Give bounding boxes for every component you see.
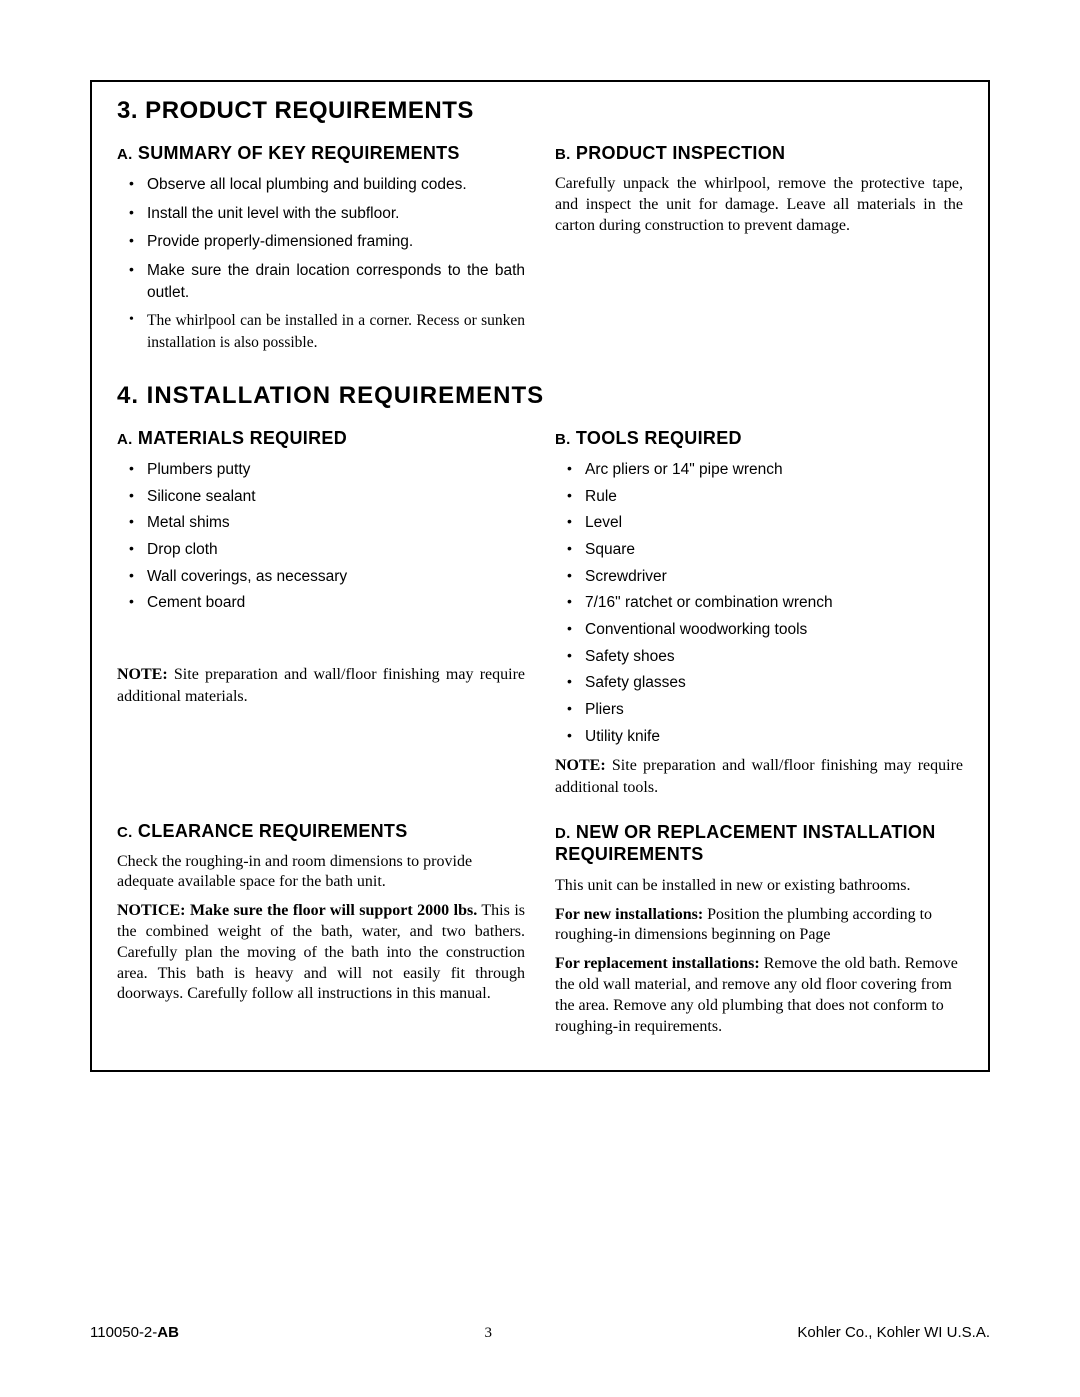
section-3a-prefix: A. xyxy=(117,146,133,163)
list-item: Safety glasses xyxy=(585,672,963,694)
note-label: NOTE: xyxy=(555,757,606,774)
section-4b-title: TOOLS REQUIRED xyxy=(576,428,742,448)
section-4-title: 4. INSTALLATION REQUIREMENTS xyxy=(117,382,963,410)
section-4c-title: CLEARANCE REQUIREMENTS xyxy=(138,821,408,841)
section-4b: B. TOOLS REQUIRED Arc pliers or 14" pipe… xyxy=(555,428,963,799)
section-4d-text1: This unit can be installed in new or exi… xyxy=(555,876,963,897)
doc-suffix: AB xyxy=(157,1324,179,1341)
doc-number: 110050-2-AB xyxy=(90,1324,179,1341)
company-name: Kohler Co., Kohler WI U.S.A. xyxy=(797,1324,990,1341)
list-item: Conventional woodworking tools xyxy=(585,619,963,641)
list-item: The whirlpool can be installed in a corn… xyxy=(147,310,525,353)
list-item: Metal shims xyxy=(147,512,525,534)
list-item: Make sure the drain location corresponds… xyxy=(147,260,525,303)
section-4d-prefix: D. xyxy=(555,825,571,842)
section-3-title: 3. PRODUCT REQUIREMENTS xyxy=(117,97,963,125)
list-item: Rule xyxy=(585,486,963,508)
section-4d-heading: D. NEW OR REPLACEMENT INSTALLATION REQUI… xyxy=(555,821,963,866)
section-4a: A. MATERIALS REQUIRED Plumbers putty Sil… xyxy=(117,428,525,799)
section-4d: D. NEW OR REPLACEMENT INSTALLATION REQUI… xyxy=(555,821,963,1046)
list-item: Observe all local plumbing and building … xyxy=(147,174,525,196)
note-label: NOTE: xyxy=(117,666,168,683)
section-3b-title: PRODUCT INSPECTION xyxy=(576,143,785,163)
list-item: Drop cloth xyxy=(147,539,525,561)
section-4c-heading: C. CLEARANCE REQUIREMENTS xyxy=(117,821,525,842)
list-item: 7/16" ratchet or combination wrench xyxy=(585,592,963,614)
list-item: Screwdriver xyxy=(585,566,963,588)
section-4c-prefix: C. xyxy=(117,824,133,841)
section-3a-title: SUMMARY OF KEY REQUIREMENTS xyxy=(138,143,460,163)
section-4d-p2: For new installations: Position the plum… xyxy=(555,905,963,947)
section-4b-heading: B. TOOLS REQUIRED xyxy=(555,428,963,449)
page-footer: 110050-2-AB 3 Kohler Co., Kohler WI U.S.… xyxy=(90,1324,990,1342)
section-3b: B. PRODUCT INSPECTION Carefully unpack t… xyxy=(555,143,963,362)
section-4d-title: NEW OR REPLACEMENT INSTALLATION REQUIREM… xyxy=(555,822,936,865)
page: 3. PRODUCT REQUIREMENTS A. SUMMARY OF KE… xyxy=(0,0,1080,1072)
section-4a-title: MATERIALS REQUIRED xyxy=(138,428,347,448)
section-4a-list: Plumbers putty Silicone sealant Metal sh… xyxy=(117,459,525,614)
list-item: Safety shoes xyxy=(585,646,963,668)
section-4c: C. CLEARANCE REQUIREMENTS Check the roug… xyxy=(117,821,525,1046)
list-item: Utility knife xyxy=(585,726,963,748)
list-item: Provide properly-dimensioned framing. xyxy=(147,231,525,253)
section-4b-note: NOTE: Site preparation and wall/floor fi… xyxy=(555,755,963,798)
list-item: Arc pliers or 14" pipe wrench xyxy=(585,459,963,481)
section-3a: A. SUMMARY OF KEY REQUIREMENTS Observe a… xyxy=(117,143,525,362)
section-3b-prefix: B. xyxy=(555,146,571,163)
section-4ab-columns: A. MATERIALS REQUIRED Plumbers putty Sil… xyxy=(117,428,963,799)
section-4a-note: NOTE: Site preparation and wall/floor fi… xyxy=(117,664,525,707)
list-item: Install the unit level with the subfloor… xyxy=(147,203,525,225)
section-4c-notice: NOTICE: Make sure the floor will support… xyxy=(117,901,525,1005)
list-item: Level xyxy=(585,512,963,534)
section-4b-list: Arc pliers or 14" pipe wrench Rule Level… xyxy=(555,459,963,748)
p2-bold: For new installations: xyxy=(555,906,703,923)
page-number: 3 xyxy=(484,1325,492,1342)
content-frame: 3. PRODUCT REQUIREMENTS A. SUMMARY OF KE… xyxy=(90,80,990,1072)
list-item: Silicone sealant xyxy=(147,486,525,508)
doc-prefix: 110050-2- xyxy=(90,1324,157,1341)
list-item: Square xyxy=(585,539,963,561)
note-text: Site preparation and wall/floor finishin… xyxy=(555,757,963,796)
notice-bold: NOTICE: Make sure the floor will support… xyxy=(117,902,477,919)
section-4a-heading: A. MATERIALS REQUIRED xyxy=(117,428,525,449)
section-4b-prefix: B. xyxy=(555,431,571,448)
section-3-columns: A. SUMMARY OF KEY REQUIREMENTS Observe a… xyxy=(117,143,963,362)
section-3b-text: Carefully unpack the whirlpool, remove t… xyxy=(555,174,963,236)
p3-bold: For replacement installations: xyxy=(555,955,760,972)
list-item: Pliers xyxy=(585,699,963,721)
section-4c-text1: Check the roughing-in and room dimension… xyxy=(117,852,525,894)
section-4cd-columns: C. CLEARANCE REQUIREMENTS Check the roug… xyxy=(117,821,963,1046)
section-3a-heading: A. SUMMARY OF KEY REQUIREMENTS xyxy=(117,143,525,164)
note-text: Site preparation and wall/floor finishin… xyxy=(117,666,525,705)
section-4d-p3: For replacement installations: Remove th… xyxy=(555,954,963,1037)
list-item: Wall coverings, as necessary xyxy=(147,566,525,588)
section-3a-list: Observe all local plumbing and building … xyxy=(117,174,525,354)
list-item: Cement board xyxy=(147,592,525,614)
list-item: Plumbers putty xyxy=(147,459,525,481)
section-3b-heading: B. PRODUCT INSPECTION xyxy=(555,143,963,164)
section-4a-prefix: A. xyxy=(117,431,133,448)
